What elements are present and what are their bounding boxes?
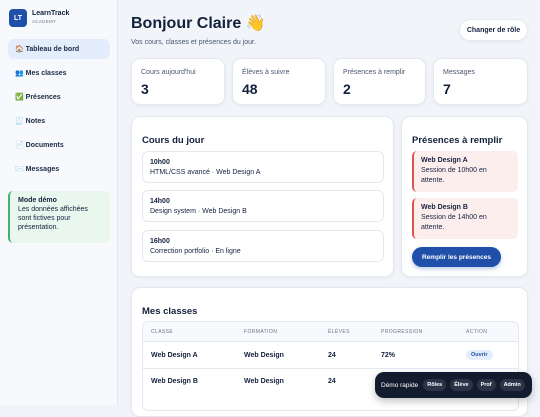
- quick-demo-label: Démo rapide: [381, 381, 419, 389]
- fill-attendance-button[interactable]: Remplir les présences: [412, 247, 501, 267]
- alert-class: Web Design B: [421, 204, 468, 211]
- stat-card: Messages 7: [433, 58, 528, 105]
- attendance-alert: Web Design B Session de 14h00 en attente.: [412, 198, 518, 239]
- cell: Web Design A: [151, 352, 198, 359]
- course-time: 14h00: [150, 198, 170, 205]
- cell: 24: [328, 352, 336, 359]
- stat-card: Cours aujourd'hui 3: [131, 58, 225, 105]
- nav-item[interactable]: 👥 Mes classes: [15, 70, 67, 77]
- attendance-card: Présences à remplir Web Design A Session …: [401, 116, 528, 277]
- course-time: 16h00: [150, 238, 170, 245]
- demo-title: Mode démo: [18, 197, 57, 204]
- nav-item[interactable]: 📄 Documents: [15, 142, 64, 149]
- course-detail: HTML/CSS avancé · Web Design A: [150, 169, 261, 176]
- demo-note: Mode démo Les données affichées sont fic…: [8, 191, 110, 243]
- course-detail: Design system · Web Design B: [150, 208, 247, 215]
- cell: Web Design B: [151, 378, 198, 385]
- card-title: Mes classes: [142, 306, 198, 317]
- role-button[interactable]: Changer de rôle: [459, 19, 528, 41]
- alert-text: Session de 14h00 en attente.: [421, 214, 487, 231]
- course-time: 10h00: [150, 159, 170, 166]
- stat-value: 2: [343, 81, 351, 97]
- column-header: PROGRESSION: [381, 329, 423, 335]
- card-title: Cours du jour: [142, 135, 205, 146]
- column-header: CLASSE: [151, 329, 174, 335]
- stat-label: Présences à remplir: [343, 69, 406, 76]
- stat-label: Élèves à suivre: [242, 69, 290, 76]
- stat-label: Cours aujourd'hui: [141, 69, 196, 76]
- cell: 72%: [381, 352, 396, 359]
- column-header: ACTION: [466, 329, 488, 335]
- stat-label: Messages: [443, 69, 475, 76]
- nav-item[interactable]: 🧾 Notes: [15, 118, 46, 125]
- cell: 24: [328, 378, 336, 385]
- column-header: FORMATION: [244, 329, 278, 335]
- nav-item[interactable]: ✅ Présences: [15, 94, 61, 101]
- attendance-alert: Web Design A Session de 10h00 en attente.: [412, 151, 518, 192]
- course-item: 14h00 Design system · Web Design B: [142, 190, 384, 222]
- table-row: Web Design A Web Design 24 72% Ouvrir: [143, 342, 518, 369]
- alert-text: Session de 10h00 en attente.: [421, 167, 487, 184]
- stat-card: Présences à remplir 2: [333, 58, 426, 105]
- quick-demo-bar: Démo rapide Rôles Élève Prof Admin: [375, 372, 532, 398]
- alert-class: Web Design A: [421, 157, 468, 164]
- nav-item[interactable]: ✉️ Messages: [15, 166, 60, 173]
- cell: Web Design: [244, 378, 284, 385]
- card-title: Présences à remplir: [412, 135, 503, 146]
- page-subtitle: Vos cours, classes et présences du jour.: [131, 39, 256, 46]
- stat-value: 7: [443, 81, 451, 97]
- course-item: 10h00 HTML/CSS avancé · Web Design A: [142, 151, 384, 183]
- logo-name: LearnTrack: [32, 10, 70, 17]
- logo-badge: LT: [9, 9, 27, 27]
- course-item: 16h00 Correction portfolio · En ligne: [142, 230, 384, 262]
- courses-card: Cours du jour 10h00 HTML/CSS avancé · Web…: [131, 116, 394, 277]
- open-button[interactable]: Ouvrir: [466, 350, 493, 360]
- page-title: Bonjour Claire 👋: [131, 15, 266, 32]
- classes-card: Mes classes CLASSE FORMATION ÉLÈVES PROG…: [131, 287, 528, 417]
- column-header: ÉLÈVES: [328, 329, 350, 335]
- quick-demo-button[interactable]: Admin: [499, 379, 525, 391]
- nav-item[interactable]: 🏠 Tableau de bord: [8, 39, 110, 59]
- cell: Web Design: [244, 352, 284, 359]
- logo-tagline: ACADEMY: [32, 19, 57, 24]
- stat-value: 48: [242, 81, 258, 97]
- table-header: CLASSE FORMATION ÉLÈVES PROGRESSION ACTI…: [143, 322, 518, 342]
- table-row: Web Design B Web Design 24: [143, 369, 518, 396]
- stat-value: 3: [141, 81, 149, 97]
- quick-demo-button[interactable]: Élève: [450, 379, 473, 391]
- stat-card: Élèves à suivre 48: [232, 58, 326, 105]
- sidebar: LT LearnTrack ACADEMY 🏠 Tableau de bord …: [0, 0, 118, 405]
- quick-demo-button[interactable]: Rôles: [423, 379, 447, 391]
- quick-demo-button[interactable]: Prof: [476, 379, 496, 391]
- demo-text: Les données affichées sont fictives pour…: [18, 206, 88, 231]
- course-detail: Correction portfolio · En ligne: [150, 248, 241, 255]
